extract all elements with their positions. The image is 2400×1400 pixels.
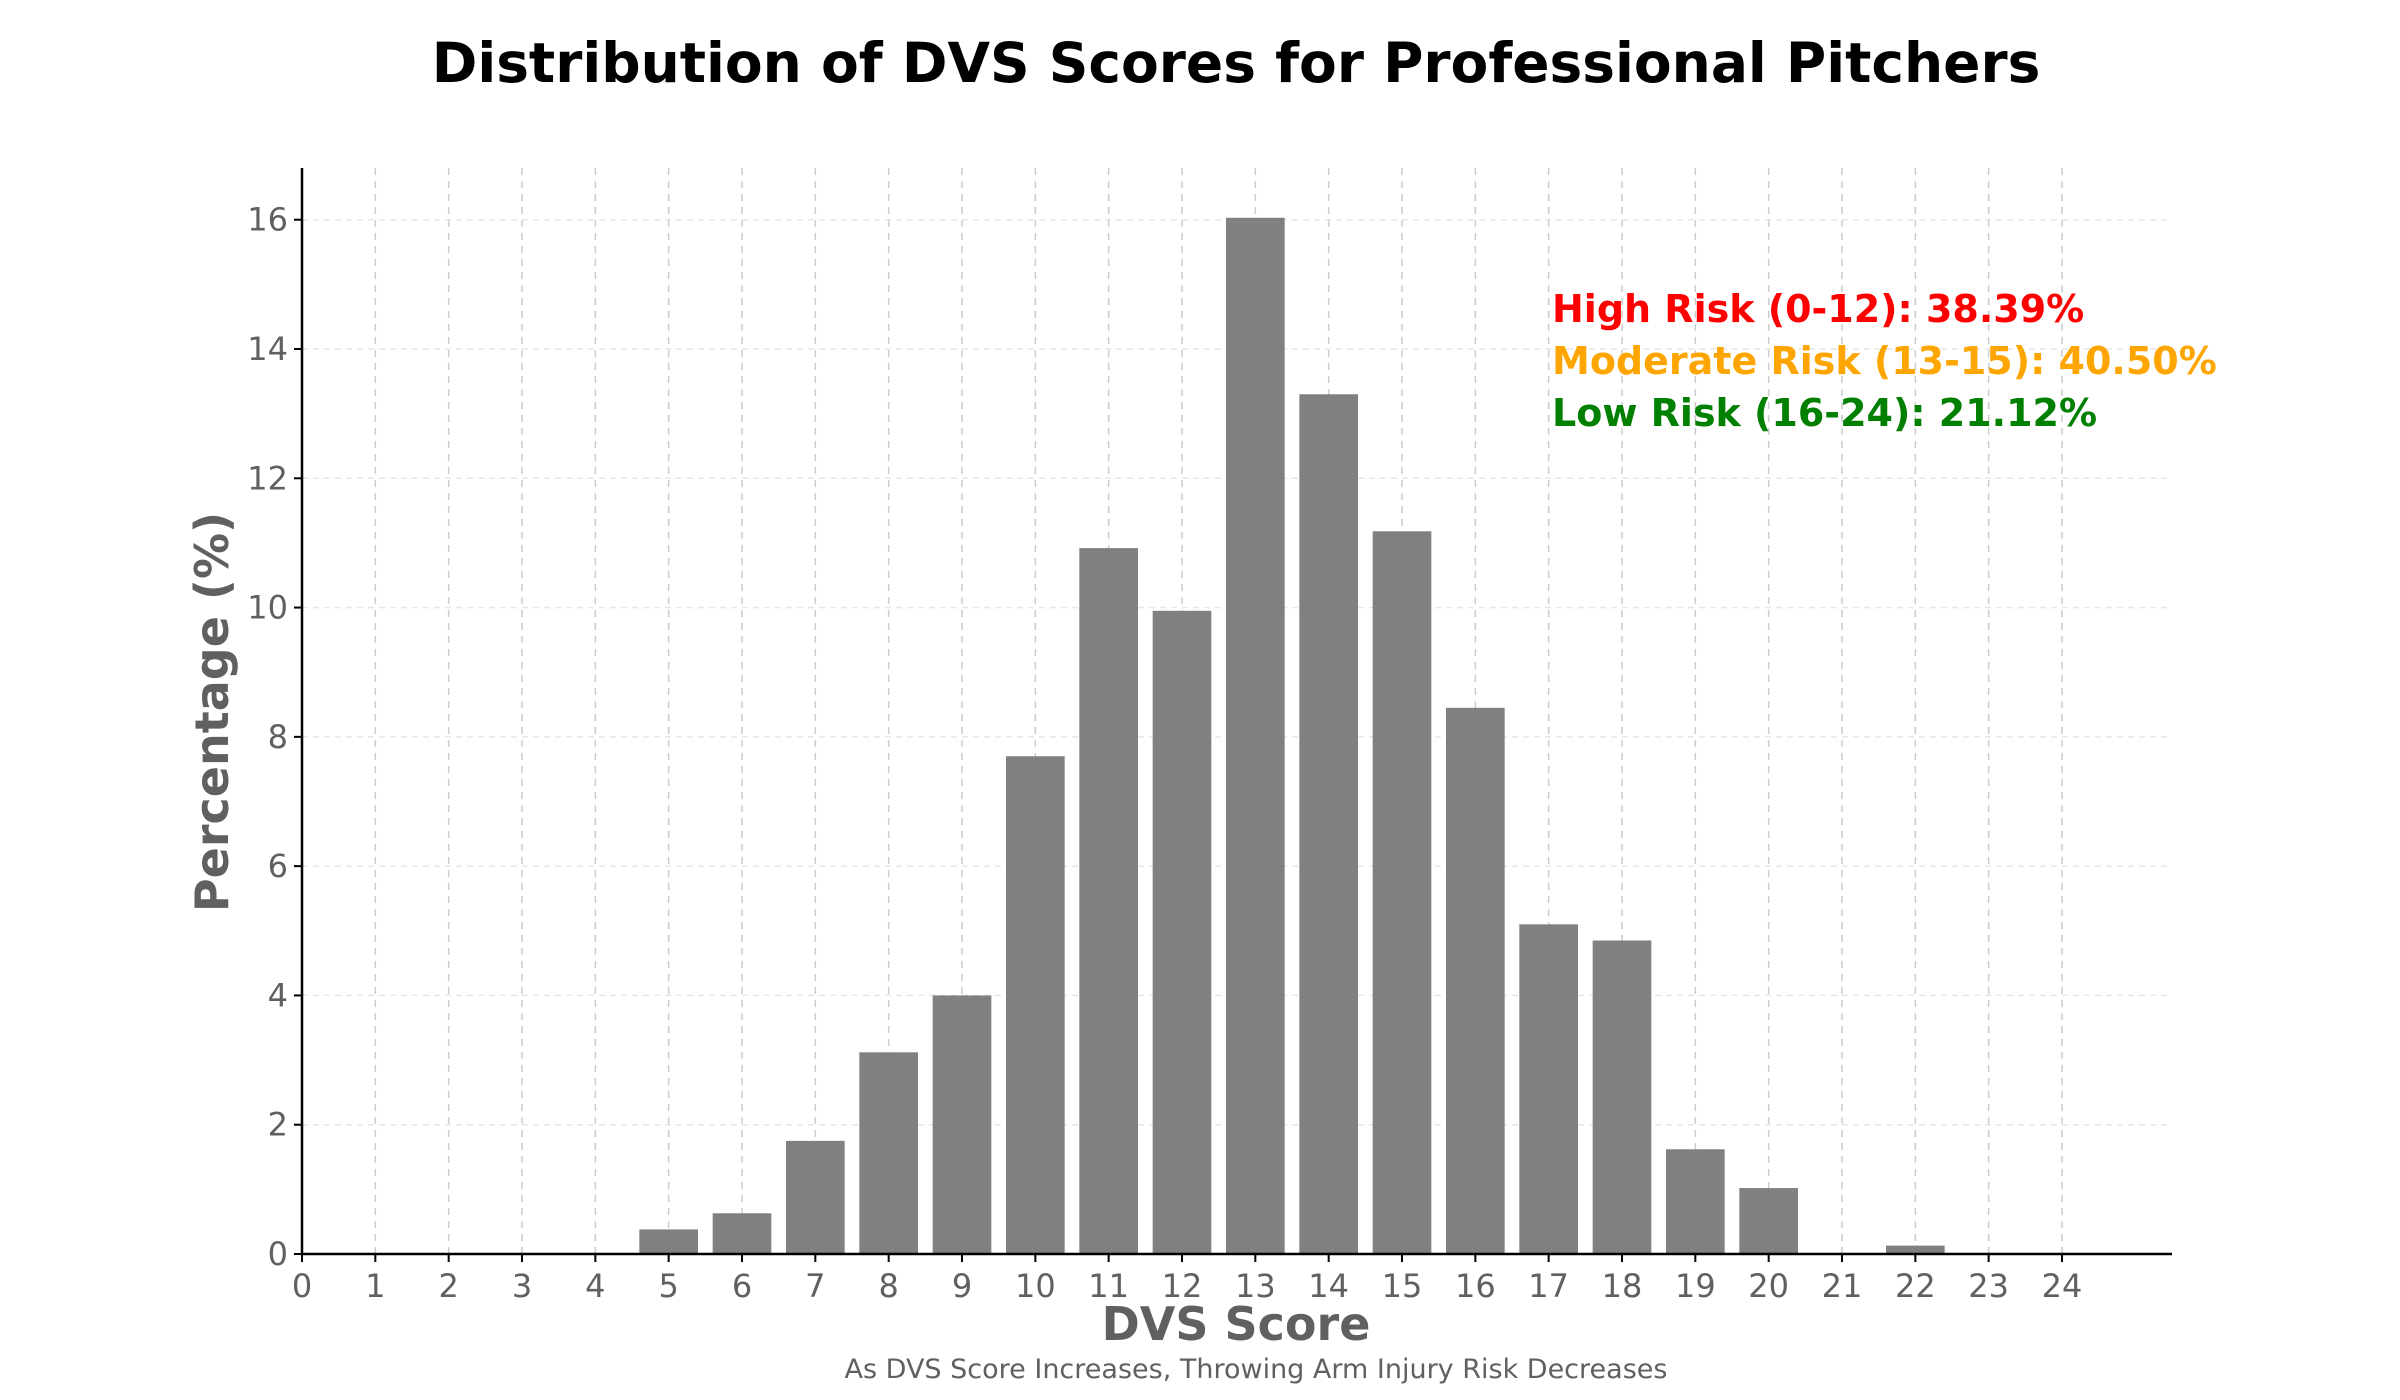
annotation-high-risk: High Risk (0-12): 38.39%: [1552, 287, 2084, 331]
x-tick-label: 4: [585, 1267, 605, 1305]
bar-13: [1226, 217, 1285, 1254]
x-tick-label: 2: [438, 1267, 458, 1305]
bars: [639, 217, 1945, 1254]
x-tick-labels: 0 1 2 3 4 5 6 7 8 9 10 11 12 13 14 15 16 17 18 19 20 21 22 23 24: [292, 1267, 2083, 1305]
bar-12: [1152, 610, 1212, 1254]
bar-22: [1886, 1245, 1945, 1254]
x-tick-label: 14: [1308, 1267, 1349, 1305]
y-tick-label: 0: [268, 1235, 288, 1273]
bar-16: [1446, 707, 1505, 1254]
bar-9: [932, 995, 992, 1254]
y-tick-label: 6: [268, 847, 288, 885]
bar-15: [1372, 531, 1432, 1254]
bar-18: [1592, 940, 1652, 1254]
x-tick-label: 19: [1675, 1267, 1716, 1305]
y-tick-label: 2: [268, 1106, 288, 1144]
x-tick-label: 10: [1015, 1267, 1056, 1305]
bar-6: [712, 1213, 772, 1254]
y-tick-label: 16: [247, 201, 288, 239]
x-tick-label: 5: [658, 1267, 678, 1305]
chart-subtitle: As DVS Score Increases, Throwing Arm Inj…: [845, 1354, 1668, 1385]
y-tick-labels: 0 2 4 6 8 10 12 14 16: [247, 201, 288, 1273]
x-tick-label: 13: [1235, 1267, 1276, 1305]
x-tick-label: 18: [1602, 1267, 1643, 1305]
x-tick-label: 6: [732, 1267, 752, 1305]
bar-11: [1079, 548, 1138, 1254]
y-axis-label: Percentage (%): [185, 512, 239, 912]
bar-8: [859, 1052, 918, 1254]
x-tick-label: 8: [878, 1267, 898, 1305]
x-tick-label: 24: [2042, 1267, 2083, 1305]
chart-title: Distribution of DVS Scores for Professio…: [432, 31, 2041, 95]
y-tick-label: 10: [247, 589, 288, 627]
bar-17: [1519, 924, 1578, 1254]
axes: [294, 168, 2172, 1262]
bar-14: [1299, 394, 1358, 1254]
x-tick-label: 21: [1822, 1267, 1863, 1305]
bar-20: [1739, 1188, 1798, 1254]
y-tick-label: 4: [268, 976, 288, 1014]
y-tick-label: 14: [247, 330, 288, 368]
bar-5: [639, 1229, 698, 1254]
x-tick-label: 16: [1455, 1267, 1496, 1305]
x-tick-label: 7: [805, 1267, 825, 1305]
bar-7: [786, 1140, 845, 1254]
x-axis-label: DVS Score: [1102, 1297, 1371, 1351]
x-tick-label: 12: [1162, 1267, 1203, 1305]
x-tick-label: 22: [1895, 1267, 1936, 1305]
risk-annotations: High Risk (0-12): 38.39% Moderate Risk (…: [1552, 287, 2217, 435]
x-tick-label: 1: [365, 1267, 385, 1305]
x-tick-label: 17: [1528, 1267, 1569, 1305]
x-tick-label: 11: [1088, 1267, 1129, 1305]
annotation-moderate-risk: Moderate Risk (13-15): 40.50%: [1552, 339, 2217, 383]
bar-19: [1666, 1149, 1725, 1254]
x-tick-label: 20: [1748, 1267, 1789, 1305]
x-tick-label: 15: [1382, 1267, 1423, 1305]
x-tick-label: 23: [1968, 1267, 2009, 1305]
y-tick-label: 12: [247, 459, 288, 497]
annotation-low-risk: Low Risk (16-24): 21.12%: [1552, 391, 2097, 435]
y-tick-label: 8: [268, 718, 288, 756]
x-tick-label: 9: [952, 1267, 972, 1305]
bar-10: [1006, 756, 1065, 1254]
x-tick-label: 3: [512, 1267, 532, 1305]
x-tick-label: 0: [292, 1267, 312, 1305]
